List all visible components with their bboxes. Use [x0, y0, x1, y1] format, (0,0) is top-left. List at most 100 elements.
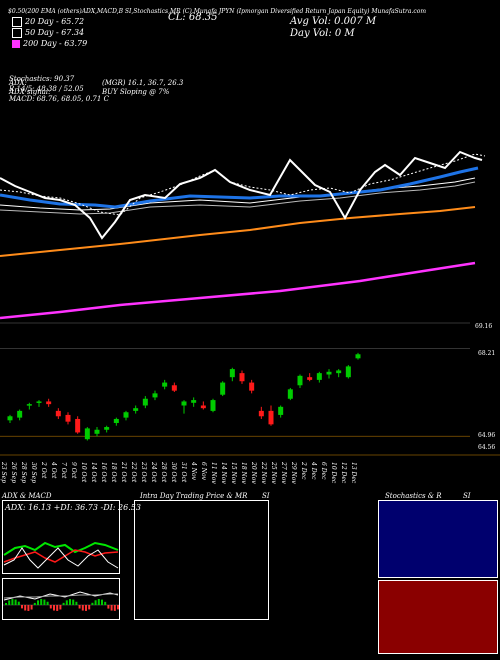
adx-line	[3, 547, 119, 569]
date-label: 18 Nov	[240, 462, 247, 484]
candle-body	[84, 428, 90, 440]
date-label: 10 Oct	[80, 462, 87, 483]
ma-mid-line	[0, 181, 476, 215]
macd-histogram-bar	[24, 605, 27, 611]
legend-20-day: 20 Day - 65.72	[12, 16, 87, 27]
close-price: CL: 68.35	[168, 12, 218, 23]
date-label: 4 Nov	[190, 462, 197, 480]
candle-body	[113, 418, 119, 424]
candle-body	[7, 416, 13, 421]
legend-200-swatch	[12, 39, 20, 48]
day-volume: Day Vol: 0 M	[290, 28, 355, 39]
date-label: 16 Oct	[100, 462, 107, 483]
macd-value: MACD: 68.76, 68.05, 0.71 C	[9, 95, 109, 103]
macd-histogram-bar	[117, 605, 119, 610]
price-label-2: 68.21	[478, 350, 496, 357]
macd-histogram-bar	[104, 601, 107, 605]
avg-volume: Avg Vol: 0.007 M	[290, 16, 377, 27]
candle-body	[307, 377, 313, 380]
candle-body	[26, 404, 32, 406]
candle-body	[316, 373, 322, 380]
intra-day-panel	[134, 500, 269, 620]
macd-histogram-bar	[101, 599, 103, 605]
legend-20-label: 20 Day - 65.72	[25, 17, 85, 26]
date-label: 12 Dec	[340, 462, 347, 484]
adx-signal-label: ADX signal:	[9, 88, 51, 96]
intra-title: Intra Day Trading Price & MR	[140, 492, 248, 500]
stochastics-panel	[378, 500, 498, 578]
candle-body	[326, 371, 332, 375]
candle-body	[220, 382, 226, 395]
candle-body	[46, 401, 52, 405]
date-label: 29 Nov	[290, 462, 297, 484]
adx-panel: ADX: 16.13 +DI: 36.73 -DI: 26.53	[2, 500, 141, 574]
date-label: 30 Sep	[30, 462, 37, 484]
candle-body	[162, 382, 168, 387]
ma-long-line	[0, 261, 476, 320]
candle-body	[152, 393, 158, 398]
date-label: 2 Dec	[300, 462, 307, 480]
intra-si: SI	[262, 492, 270, 500]
macd-histogram-bar	[56, 605, 59, 611]
r-value: R 14/5: 48.38 / 52.05	[9, 85, 84, 93]
candle-body	[345, 366, 351, 378]
date-label: 7 Oct	[60, 462, 67, 479]
date-label: 14 Oct	[90, 462, 97, 483]
macd-histogram-bar	[30, 605, 33, 610]
adx-macd-title: ADX & MACD	[2, 492, 52, 500]
macd-histogram-bar	[14, 599, 17, 605]
macd-histogram-bar	[46, 601, 49, 605]
legend-50-swatch	[12, 27, 22, 38]
macd-histogram-bar	[113, 605, 116, 611]
candle-body	[287, 389, 293, 399]
macd-histogram-bar	[94, 600, 97, 605]
candle-body	[268, 410, 274, 425]
date-label: 23 Sep	[0, 462, 7, 484]
indicator-summary: Stochastics: 90.37 R 14/5: 48.38 / 52.05…	[9, 75, 109, 105]
date-label: 22 Oct	[130, 462, 137, 483]
date-label: 13 Dec	[350, 462, 357, 484]
adx-minus-di-line	[3, 549, 119, 563]
date-label: 26 Sep	[10, 462, 17, 484]
date-label: 18 Oct	[110, 462, 117, 483]
date-label: 6 Dec	[320, 462, 327, 480]
candle-body	[123, 412, 129, 418]
candle-body	[142, 398, 148, 406]
candle-body	[278, 406, 284, 415]
legend-20-swatch	[12, 16, 22, 27]
legend-50-day: 50 Day - 67.34	[12, 27, 87, 38]
macd-histogram-bar	[85, 605, 87, 611]
adx-plus-di-line	[3, 541, 119, 556]
date-label: 31 Oct	[180, 462, 187, 483]
macd-histogram-bar	[110, 605, 113, 611]
candle-body	[55, 410, 61, 417]
macd-histogram-bar	[11, 599, 14, 605]
candle-body	[258, 410, 264, 417]
macd-histogram-bar	[21, 605, 23, 609]
macd-histogram-bar	[75, 601, 78, 605]
macd-histogram-bar	[40, 599, 43, 605]
candle-body	[75, 418, 81, 433]
macd-histogram-bar	[65, 600, 68, 605]
macd-histogram-bar	[59, 605, 62, 610]
macd-signal-line	[3, 593, 118, 599]
date-label: 14 Nov	[220, 462, 227, 484]
price-label-4: 64.56	[478, 444, 496, 451]
legend-200-day: 200 Day - 63.79	[12, 38, 87, 49]
top-info-strip: $0.50(200 EMA (others)ADX,MACD,B SI,Stoc…	[8, 8, 427, 15]
macd-panel	[2, 578, 120, 620]
macd-histogram-bar	[81, 605, 84, 611]
date-label: 11 Nov	[210, 462, 217, 484]
candle-body	[229, 369, 235, 378]
macd-histogram-bar	[78, 605, 81, 609]
stoch-title: Stochastics & R	[385, 492, 442, 500]
date-label: 2 Oct	[40, 462, 47, 479]
macd-histogram-bar	[8, 600, 11, 605]
macd-histogram-bar	[91, 602, 94, 605]
date-label: 9 Oct	[70, 462, 77, 479]
macd-histogram-bar	[27, 605, 30, 611]
candle-body	[239, 373, 245, 382]
candle-body	[17, 410, 23, 418]
adx-label: ADX:	[9, 79, 28, 87]
macd-histogram-bar	[88, 605, 91, 610]
